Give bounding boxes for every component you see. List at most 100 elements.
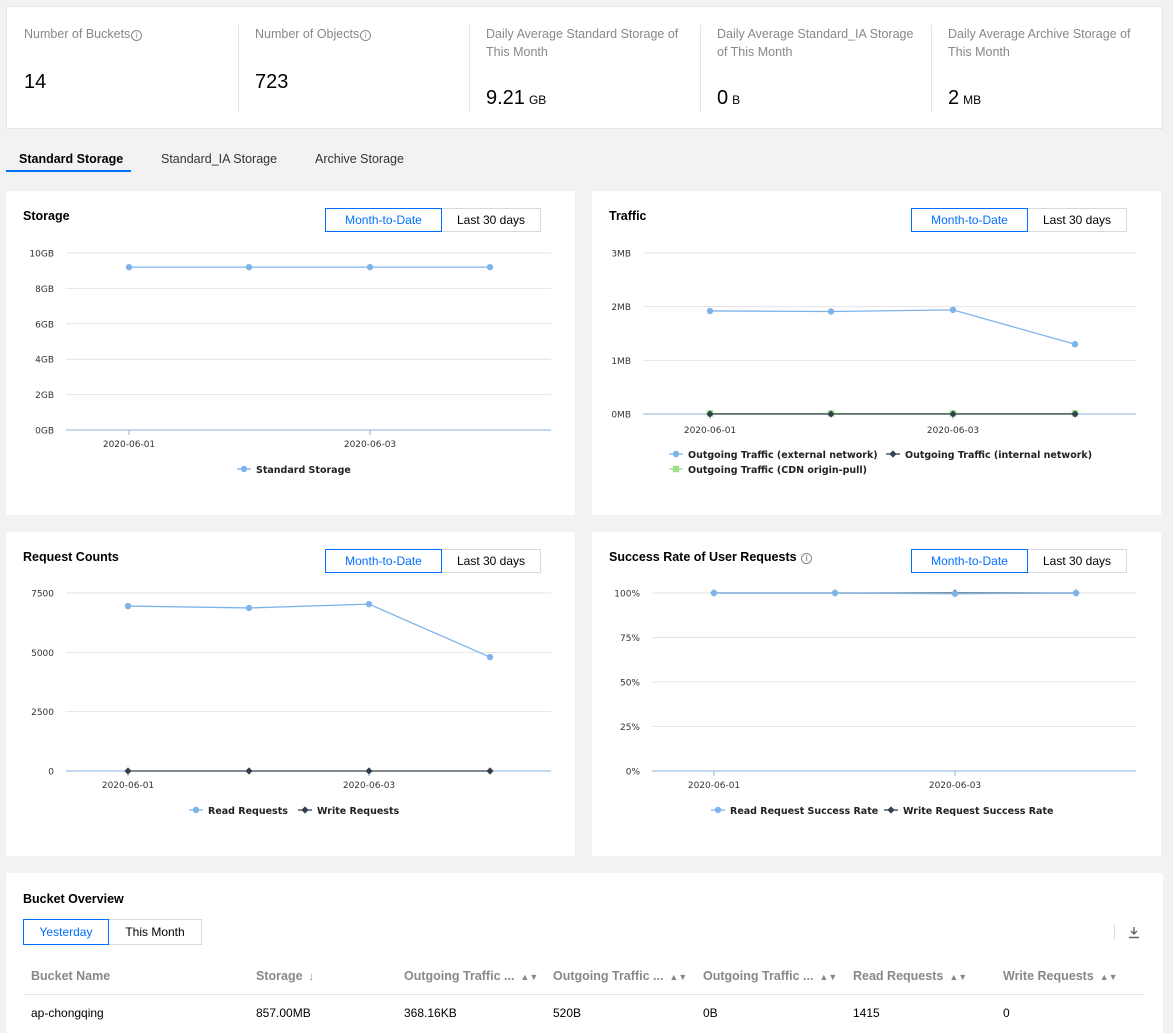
stat-unit: GB: [528, 93, 547, 107]
series-line: [127, 603, 491, 658]
sort-icon: ▲▼: [819, 972, 838, 982]
column-outgoing-traffic-external[interactable]: Outgoing Traffic ... ▲▼: [404, 969, 538, 983]
y-tick-label: 10GB: [29, 250, 54, 260]
sort-icon: ▲▼: [1099, 972, 1118, 982]
y-tick-label: 0: [48, 768, 54, 778]
data-point: [124, 602, 132, 610]
y-tick-label: 2500: [31, 708, 54, 718]
period-toggle: Month-to-Date Last 30 days: [325, 549, 541, 573]
data-point: [245, 767, 253, 775]
data-point: [486, 767, 494, 775]
traffic-chart-card: Traffic Month-to-Date Last 30 days 3MB 2M…: [592, 191, 1161, 515]
stat-unit: MB: [963, 93, 982, 107]
yesterday-button[interactable]: Yesterday: [23, 919, 109, 945]
data-point: [245, 263, 253, 271]
column-storage[interactable]: Storage ↓: [256, 969, 314, 983]
legend-marker: [714, 806, 722, 814]
column-bucket-name[interactable]: Bucket Name: [31, 969, 111, 983]
chart-title: Traffic: [609, 209, 647, 223]
column-write-requests[interactable]: Write Requests ▲▼: [1003, 969, 1118, 983]
success-rate-chart-card: Success Rate of User Requests i Month-to…: [592, 532, 1161, 856]
data-point: [951, 590, 959, 597]
legend-label: Write Requests: [317, 806, 400, 817]
stat-standard-ia-storage: Daily Average Standard_IA Storage of Thi…: [717, 25, 917, 113]
chart-title: Success Rate of User Requests: [609, 550, 797, 564]
data-point: [1072, 589, 1080, 597]
legend-marker: [889, 450, 897, 458]
data-point: [710, 589, 718, 597]
legend-marker: [672, 465, 680, 473]
data-point: [949, 306, 957, 314]
cell-write-requests: 0: [1003, 1006, 1010, 1020]
last-30-days-button[interactable]: Last 30 days: [1028, 549, 1127, 573]
month-to-date-button[interactable]: Month-to-Date: [325, 549, 442, 573]
column-label: Outgoing Traffic ...: [553, 969, 664, 983]
sort-desc-icon: ↓: [308, 971, 315, 983]
legend-marker: [887, 806, 895, 814]
y-tick-label: 2GB: [35, 391, 54, 401]
info-icon[interactable]: i: [801, 553, 813, 564]
tab-standard-ia-storage[interactable]: Standard_IA Storage: [161, 152, 278, 166]
divider: [931, 25, 932, 113]
y-tick-label: 100%: [614, 590, 640, 600]
x-tick-label: 2020-06-01: [684, 426, 736, 436]
data-point: [831, 589, 839, 597]
data-point: [949, 410, 957, 418]
range-toggle: Yesterday This Month: [23, 919, 202, 945]
column-read-requests[interactable]: Read Requests ▲▼: [853, 969, 967, 983]
chart-title-wrap: Success Rate of User Requests i: [609, 550, 813, 564]
data-point: [486, 653, 494, 661]
traffic-chart: 3MB 2MB 1MB 0MB 2020-06-01 2020-06-03 Outgoing…: [611, 250, 1136, 476]
month-to-date-button[interactable]: Month-to-Date: [325, 208, 442, 232]
cell-outgoing-cdn: 0B: [703, 1006, 718, 1020]
y-tick-label: 2MB: [611, 303, 631, 313]
month-to-date-button[interactable]: Month-to-Date: [911, 208, 1028, 232]
stat-value: 14: [24, 71, 47, 93]
tab-standard-storage[interactable]: Standard Storage: [19, 152, 124, 166]
chart-title: Request Counts: [23, 550, 119, 564]
stat-number-of-buckets: Number of Buckets i 14: [24, 25, 224, 113]
column-label: Read Requests: [853, 969, 944, 983]
last-30-days-button[interactable]: Last 30 days: [442, 549, 541, 573]
cell-outgoing-internal: 520B: [553, 1006, 582, 1020]
y-tick-label: 75%: [620, 634, 640, 644]
x-tick-label: 2020-06-01: [102, 781, 154, 791]
column-label: Storage: [256, 969, 303, 983]
y-tick-label: 0MB: [611, 411, 631, 421]
data-point: [486, 263, 494, 271]
stat-value: 9.21: [486, 87, 525, 109]
cell-bucket-name[interactable]: ap-chongqing: [31, 1006, 104, 1020]
stat-number-of-objects: Number of Objects i 723: [255, 25, 455, 113]
y-tick-label: 7500: [31, 590, 54, 600]
legend-marker: [192, 806, 200, 814]
last-30-days-button[interactable]: Last 30 days: [442, 208, 541, 232]
info-icon[interactable]: i: [360, 30, 372, 41]
series-line: [709, 309, 1076, 345]
y-tick-label: 1MB: [611, 357, 631, 367]
period-toggle: Month-to-Date Last 30 days: [911, 208, 1127, 232]
info-icon[interactable]: i: [131, 30, 143, 41]
stat-label: Daily Average Standard Storage of This M…: [486, 27, 679, 59]
bucket-overview-title: Bucket Overview: [23, 892, 124, 906]
legend-label: Outgoing Traffic (external network): [688, 450, 878, 461]
month-to-date-button[interactable]: Month-to-Date: [911, 549, 1028, 573]
series-line: [714, 592, 1077, 595]
active-tab-indicator: [6, 170, 131, 172]
divider: [700, 25, 701, 113]
stat-label: Daily Average Archive Storage of This Mo…: [948, 27, 1131, 59]
column-outgoing-traffic-cdn[interactable]: Outgoing Traffic ... ▲▼: [703, 969, 837, 983]
storage-chart-card: Storage Month-to-Date Last 30 days 10GB 8…: [6, 191, 575, 515]
stat-value: 2: [948, 87, 960, 109]
tab-archive-storage[interactable]: Archive Storage: [315, 152, 404, 166]
column-outgoing-traffic-internal[interactable]: Outgoing Traffic ... ▲▼: [553, 969, 687, 983]
request-counts-chart: 7500 5000 2500 0 2020-06-01 2020-06-03 Read Re…: [31, 590, 551, 817]
last-30-days-button[interactable]: Last 30 days: [1028, 208, 1127, 232]
divider: [1114, 924, 1115, 940]
x-tick-label: 2020-06-01: [103, 440, 155, 450]
stat-unit: B: [732, 93, 741, 107]
this-month-button[interactable]: This Month: [109, 919, 202, 945]
data-point: [365, 600, 373, 608]
download-icon[interactable]: [1128, 926, 1140, 939]
x-tick-label: 2020-06-03: [344, 440, 396, 450]
